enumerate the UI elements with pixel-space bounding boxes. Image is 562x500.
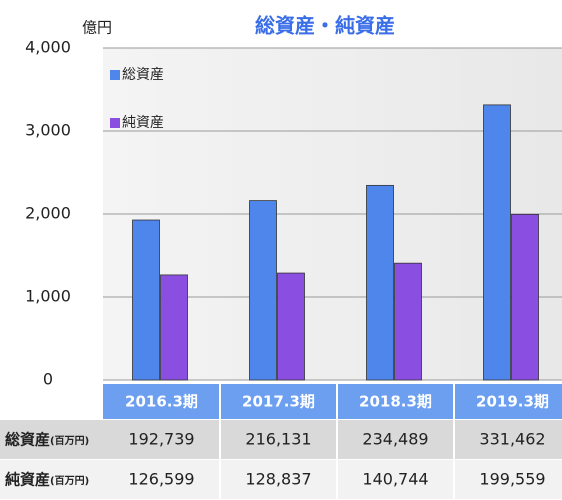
bar	[249, 200, 277, 381]
legend-label: 純資産	[122, 115, 164, 131]
table-header	[103, 384, 562, 419]
x-tick-label: 2016.3期	[125, 393, 198, 411]
bar	[160, 274, 188, 381]
bar	[394, 262, 422, 381]
legend-swatch	[110, 70, 120, 80]
table-row	[0, 420, 562, 459]
cell-value: 126,599	[128, 470, 194, 489]
bar	[511, 213, 539, 381]
bar	[366, 184, 394, 381]
cell-value: 331,462	[479, 430, 545, 449]
cell-value: 140,744	[362, 470, 428, 489]
x-tick-label: 2017.3期	[242, 393, 315, 411]
row-unit: (百万円)	[50, 475, 89, 487]
row-unit: (百万円)	[50, 435, 89, 447]
y-tick-label: 2,000	[25, 204, 71, 223]
legend-label: 総資産	[122, 67, 164, 83]
y-tick-label: 0	[43, 370, 53, 389]
y-unit: 億円	[82, 19, 112, 37]
y-tick-label: 3,000	[25, 121, 71, 140]
chart-title: 総資産・純資産	[255, 14, 395, 38]
cell-value: 234,489	[362, 430, 428, 449]
cell-value: 216,131	[245, 430, 311, 449]
cell-value: 192,739	[128, 430, 194, 449]
x-tick-label: 2019.3期	[476, 393, 549, 411]
bar	[132, 219, 160, 381]
table-row	[0, 460, 562, 499]
y-tick-label: 1,000	[25, 287, 71, 306]
row-label: 総資産	[5, 431, 50, 449]
cell-value: 199,559	[479, 470, 545, 489]
bar	[483, 104, 511, 381]
legend-swatch	[110, 118, 120, 128]
row-label: 純資産	[5, 471, 50, 489]
y-tick-label: 4,000	[25, 38, 71, 57]
x-tick-label: 2018.3期	[359, 393, 432, 411]
cell-value: 128,837	[245, 470, 311, 489]
bar	[277, 272, 305, 381]
